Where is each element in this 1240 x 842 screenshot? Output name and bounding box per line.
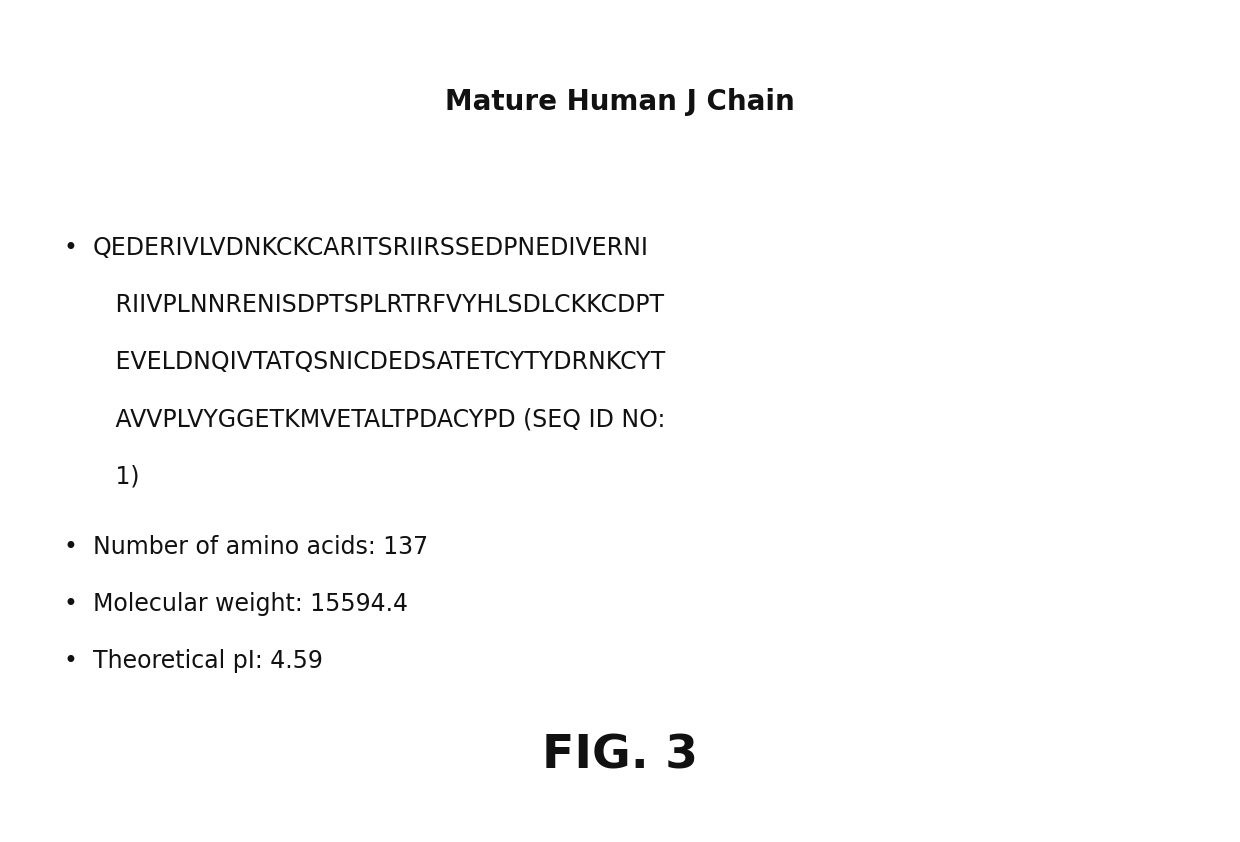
Text: •: • — [63, 236, 77, 260]
Text: AVVPLVYGGETKMVETALTPDACYPD (SEQ ID NO:: AVVPLVYGGETKMVETALTPDACYPD (SEQ ID NO: — [93, 408, 666, 432]
Text: •: • — [63, 535, 77, 559]
Text: EVELDNQIVTATQSNICDEDSATETCYTYDRNKCYT: EVELDNQIVTATQSNICDEDSATETCYTYDRNKCYT — [93, 350, 665, 375]
Text: •: • — [63, 592, 77, 616]
Text: QEDERIVLVDNKCKCARITSRIIRSSEDPNEDIVERNI: QEDERIVLVDNKCKCARITSRIIRSSEDPNEDIVERNI — [93, 236, 649, 260]
Text: 1): 1) — [93, 465, 139, 489]
Text: Molecular weight: 15594.4: Molecular weight: 15594.4 — [93, 592, 408, 616]
Text: Mature Human J Chain: Mature Human J Chain — [445, 88, 795, 116]
Text: Theoretical pI: 4.59: Theoretical pI: 4.59 — [93, 649, 322, 674]
Text: FIG. 3: FIG. 3 — [542, 734, 698, 779]
Text: RIIVPLNNRENISDPTSPLRTRFVYHLSDLCKKCDPT: RIIVPLNNRENISDPTSPLRTRFVYHLSDLCKKCDPT — [93, 293, 665, 317]
Text: Number of amino acids: 137: Number of amino acids: 137 — [93, 535, 428, 559]
Text: •: • — [63, 649, 77, 674]
